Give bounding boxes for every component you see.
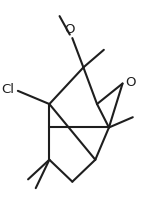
Text: Cl: Cl (1, 83, 14, 96)
Text: O: O (64, 23, 75, 36)
Text: O: O (126, 76, 136, 89)
